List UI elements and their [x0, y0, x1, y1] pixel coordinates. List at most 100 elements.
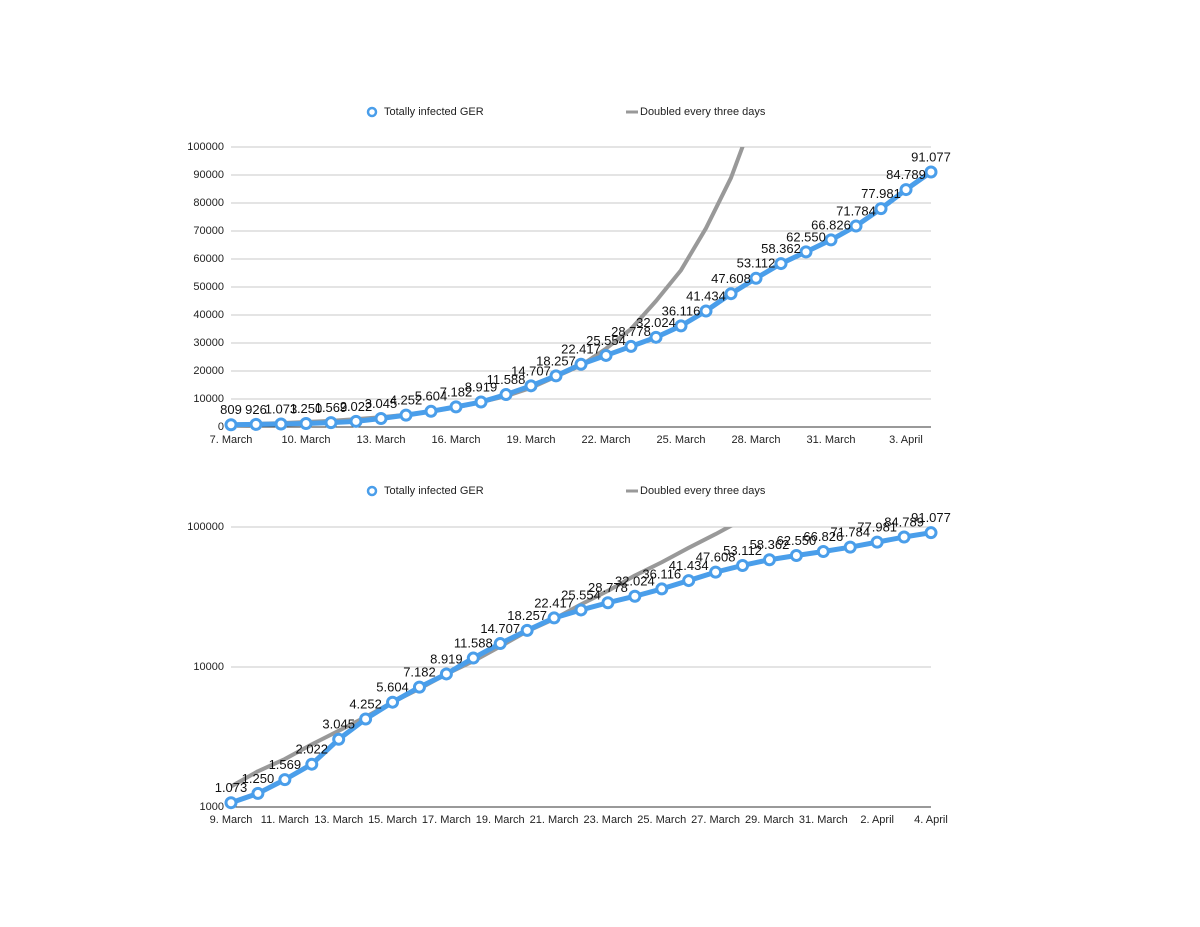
series-line — [230, 527, 733, 789]
data-point — [359, 712, 373, 726]
x-tick-label: 25. March — [637, 814, 686, 826]
data-label: 28.778 — [611, 324, 651, 339]
data-point — [649, 330, 663, 344]
y-tick-label: 70000 — [193, 225, 224, 237]
data-label: 2.022 — [295, 742, 328, 757]
data-point — [574, 603, 588, 617]
data-label: 1.250 — [290, 401, 323, 416]
y-tick-label: 1000 — [200, 801, 224, 813]
data-label: 18.257 — [507, 608, 547, 623]
data-label: 1.073 — [265, 401, 298, 416]
data-label: 71.784 — [836, 203, 876, 218]
data-point — [724, 287, 738, 301]
data-label: 1.073 — [215, 780, 248, 795]
data-point — [899, 183, 913, 197]
data-point — [305, 757, 319, 771]
data-label: 91.077 — [911, 510, 951, 525]
data-point — [624, 339, 638, 353]
data-point — [299, 417, 313, 430]
data-point — [682, 574, 696, 588]
data-point — [520, 623, 534, 637]
x-tick-label: 21. March — [530, 814, 579, 826]
data-point — [924, 526, 938, 540]
legend-label: Doubled every three days — [640, 106, 766, 118]
data-label: 7.182 — [440, 384, 473, 399]
data-label: 77.981 — [857, 520, 897, 535]
data-label: 66.826 — [803, 529, 843, 544]
data-label: 58.362 — [761, 241, 801, 256]
x-tick-label: 27. March — [691, 814, 740, 826]
data-label: 4.252 — [390, 393, 423, 408]
data-point — [601, 596, 615, 610]
data-label: 41.434 — [686, 288, 726, 303]
y-tick-label: 0 — [218, 421, 224, 433]
data-point — [924, 165, 938, 179]
data-label: 22.417 — [561, 342, 601, 357]
data-point — [349, 414, 363, 428]
x-tick-label: 28. March — [732, 434, 781, 446]
y-tick-label: 10000 — [193, 661, 224, 673]
y-tick-label: 50000 — [193, 281, 224, 293]
y-tick-label: 100000 — [187, 521, 224, 533]
data-label: 28.778 — [588, 580, 628, 595]
series-line — [230, 169, 933, 428]
data-label: 32.024 — [636, 315, 676, 330]
x-tick-label: 3. April — [889, 434, 923, 446]
data-point — [897, 530, 911, 544]
data-point — [816, 545, 830, 559]
data-label: 7.182 — [403, 665, 436, 680]
data-point — [374, 411, 388, 425]
data-label: 18.257 — [536, 353, 576, 368]
data-label: 25.554 — [561, 587, 601, 602]
data-label: 47.608 — [711, 271, 751, 286]
data-point — [466, 651, 480, 665]
data-point — [549, 369, 563, 383]
data-point — [574, 357, 588, 371]
data-label: 8.919 — [465, 379, 498, 394]
data-label: 71.784 — [830, 525, 870, 540]
data-point — [628, 589, 642, 603]
x-tick-label: 9. March — [210, 814, 253, 826]
data-point — [524, 379, 538, 393]
y-tick-label: 60000 — [193, 253, 224, 265]
data-label: 3.045 — [322, 717, 355, 732]
data-label: 66.826 — [811, 217, 851, 232]
x-tick-label: 29. March — [745, 814, 794, 826]
data-label: 47.608 — [696, 550, 736, 565]
data-point — [824, 233, 838, 247]
y-tick-label: 20000 — [193, 365, 224, 377]
data-point — [762, 553, 776, 567]
data-label: 84.789 — [884, 514, 924, 529]
data-label: 36.116 — [662, 303, 701, 318]
data-point — [736, 558, 750, 572]
data-label: 1.569 — [315, 400, 348, 415]
data-label: 5.604 — [415, 389, 448, 404]
y-tick-label: 30000 — [193, 337, 224, 349]
legend-marker — [366, 485, 378, 497]
data-point — [332, 732, 346, 746]
data-point — [493, 637, 507, 651]
data-point — [870, 535, 884, 549]
data-label: 926 — [245, 402, 267, 417]
y-tick-label: 100000 — [187, 141, 224, 153]
data-point — [789, 549, 803, 563]
data-label: 62.550 — [777, 533, 817, 548]
data-label: 36.116 — [642, 566, 681, 581]
data-point — [278, 773, 292, 787]
data-point — [399, 408, 413, 422]
data-point — [849, 219, 863, 233]
data-label: 25.554 — [586, 333, 626, 348]
chart: 1000 10000 100000 9. March 11. March 13. Marc… — [187, 485, 951, 826]
x-tick-label: 11. March — [261, 814, 309, 826]
data-point — [843, 540, 857, 554]
x-tick-label: 22. March — [582, 434, 631, 446]
data-label: 14.707 — [480, 621, 520, 636]
x-tick-label: 13. March — [357, 434, 406, 446]
x-tick-label: 31. March — [799, 814, 848, 826]
chart: 0 10000 20000 30000 40000 50000 60000 70000 8000… — [187, 106, 951, 446]
data-point — [499, 388, 513, 402]
x-tick-label: 16. March — [432, 434, 481, 446]
data-point — [599, 348, 613, 362]
data-label: 8.919 — [430, 651, 463, 666]
legend-label: Doubled every three days — [640, 485, 766, 497]
